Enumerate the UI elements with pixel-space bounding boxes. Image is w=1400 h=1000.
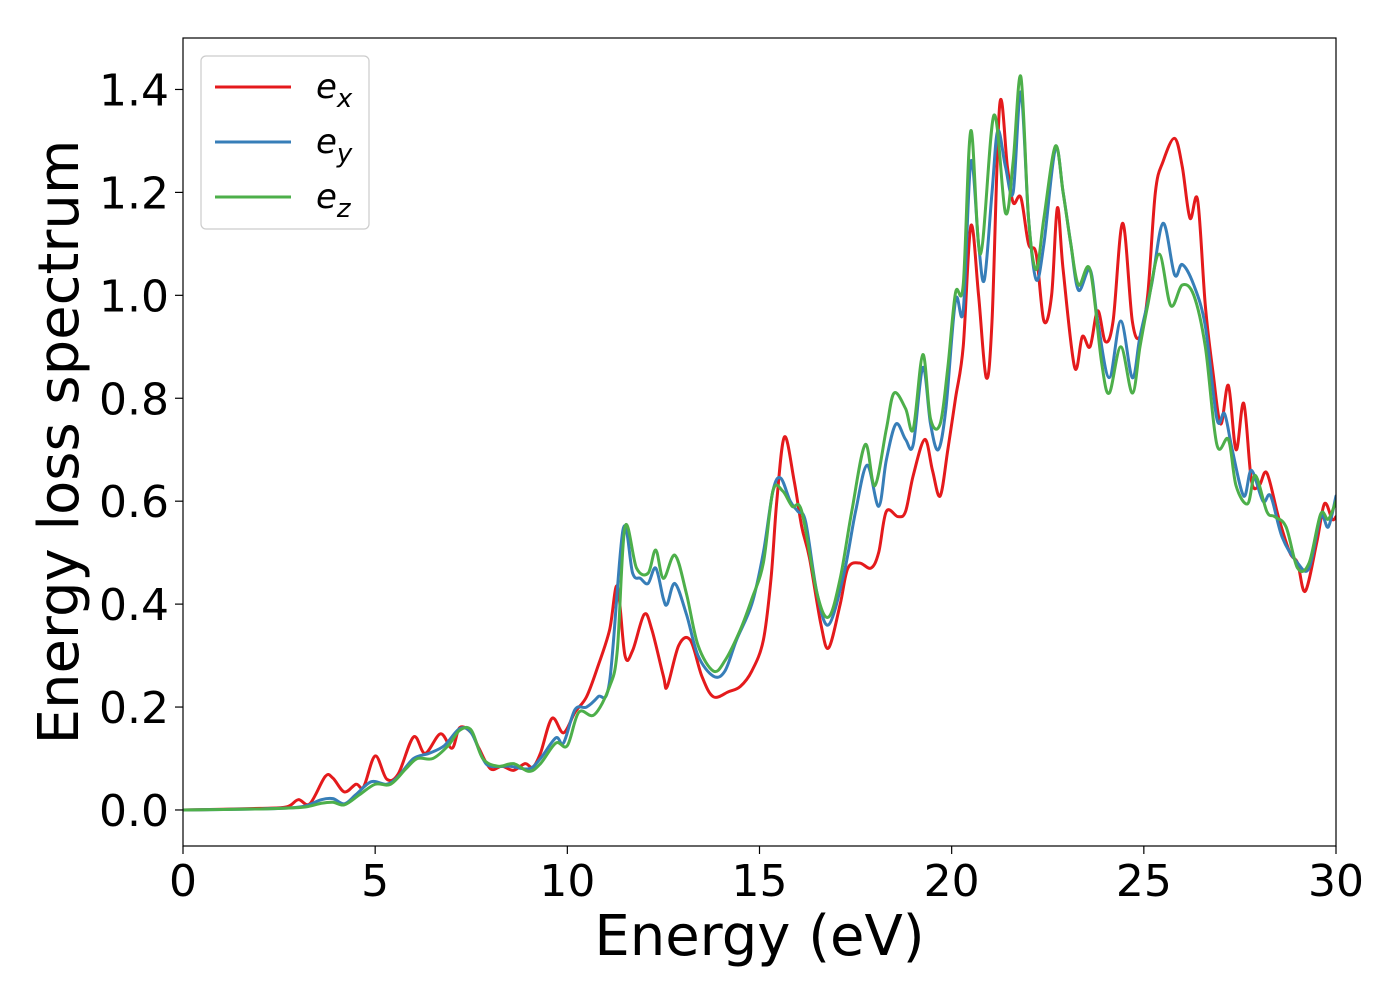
x-axis-title: Energy (eV) [594, 904, 924, 969]
x-tick-label: 5 [361, 856, 389, 907]
series-lines [183, 74, 1336, 812]
legend-label-subscript: z [336, 194, 352, 224]
y-tick-label: 0.0 [99, 786, 169, 837]
y-tick-label: 0.2 [99, 683, 169, 734]
x-tick-label: 25 [1116, 856, 1172, 907]
series-line-x [183, 98, 1336, 812]
legend-label-z: ez [316, 177, 352, 224]
legend-label-subscript: y [336, 139, 353, 169]
series-line-z [183, 74, 1336, 812]
x-tick-label: 15 [732, 856, 788, 907]
legend-label-base: e [316, 67, 337, 107]
legend-label-subscript: x [336, 84, 353, 114]
legend-label-base: e [316, 177, 337, 217]
x-axis: 0 5 10 15 20 25 30 [169, 846, 1364, 907]
x-tick-label: 20 [924, 856, 980, 907]
y-tick-label: 0.4 [99, 580, 169, 631]
x-tick-label: 10 [539, 856, 595, 907]
y-axis-title: Energy loss spectrum [27, 140, 92, 745]
y-tick-label: 1.2 [99, 168, 169, 219]
y-tick-label: 0.8 [99, 374, 169, 425]
legend-label-y: ey [316, 122, 353, 169]
y-tick-label: 0.6 [99, 477, 169, 528]
y-tick-label: 1.4 [99, 65, 169, 116]
x-tick-label: 30 [1308, 856, 1364, 907]
plot-background [183, 38, 1336, 846]
legend-label-x: ex [316, 67, 353, 114]
legend-label-base: e [316, 122, 337, 162]
x-tick-label: 0 [169, 856, 197, 907]
y-axis: 0.0 0.2 0.4 0.6 0.8 1.0 1.2 1.4 [99, 65, 183, 837]
y-tick-label: 1.0 [99, 271, 169, 322]
